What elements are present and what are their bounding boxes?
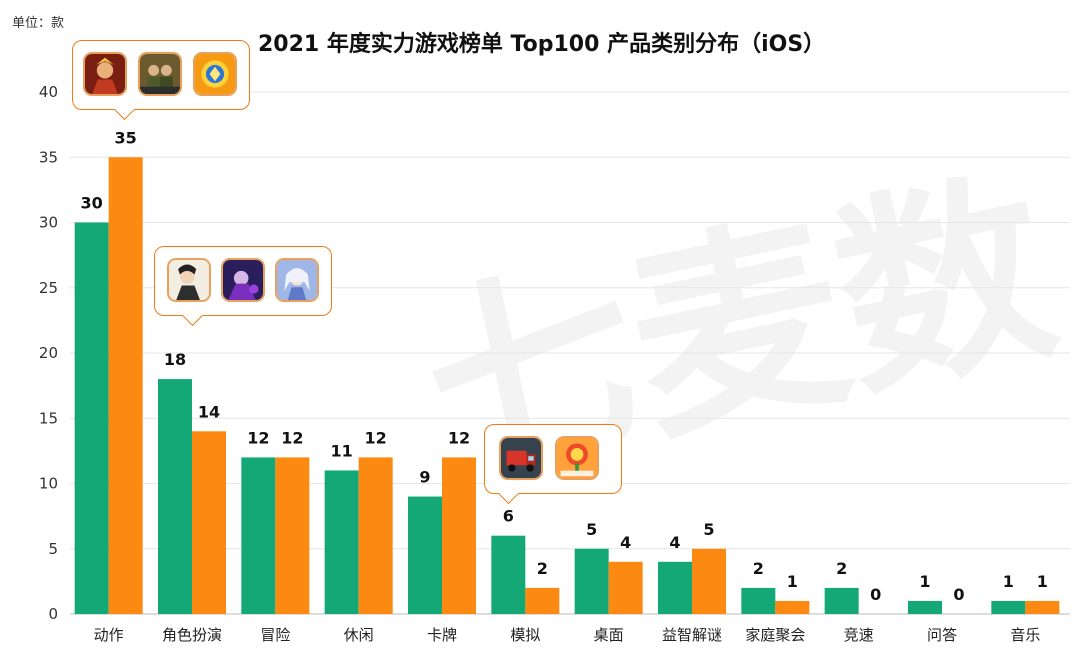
unit-label: 单位：款 (12, 16, 65, 31)
bar-series-1 (408, 496, 442, 614)
game-icon-silver-hair-heroine (275, 258, 319, 302)
callout-simulation-games (484, 424, 622, 505)
data-label: 4 (669, 533, 680, 552)
y-tick-label: 35 (39, 148, 58, 166)
data-label: 30 (81, 194, 103, 213)
bar-series-1 (741, 587, 776, 614)
data-label: 1 (1003, 572, 1014, 591)
data-label: 1 (1037, 572, 1048, 591)
bar-series-1 (74, 222, 109, 614)
data-label: 12 (281, 428, 303, 447)
data-label: 5 (586, 520, 597, 539)
data-label: 12 (365, 428, 387, 447)
data-label: 1 (919, 572, 930, 591)
y-tick-label: 10 (39, 475, 58, 493)
data-label: 14 (198, 402, 220, 421)
game-icon-flower-mascot (555, 436, 599, 480)
data-label: 2 (753, 559, 764, 578)
x-tick-label: 家庭聚会 (745, 626, 805, 644)
data-label: 18 (164, 350, 186, 369)
x-tick-label: 动作 (94, 626, 124, 644)
bar-series-2 (1025, 600, 1060, 614)
bar-series-2 (608, 561, 643, 614)
bar-series-1 (991, 600, 1026, 614)
y-tick-label: 15 (39, 409, 58, 427)
x-tick-label: 益智解谜 (662, 626, 722, 644)
game-icon-dream-gold (193, 52, 237, 96)
bar-series-2 (775, 600, 810, 614)
x-tick-label: 桌面 (594, 626, 624, 644)
x-tick-label: 竞速 (844, 626, 874, 644)
bar-series-2 (525, 587, 560, 614)
data-label: 4 (620, 533, 631, 552)
data-label: 35 (115, 128, 137, 147)
bar-series-2 (358, 457, 393, 614)
data-label: 9 (419, 468, 430, 487)
y-tick-label: 30 (39, 214, 58, 232)
callout-action-games (72, 40, 250, 121)
data-label: 5 (703, 520, 714, 539)
x-tick-label: 冒险 (260, 626, 290, 644)
x-tick-label: 模拟 (510, 626, 540, 644)
data-label: 6 (503, 507, 514, 526)
data-label: 12 (247, 428, 269, 447)
game-icon-hero-warrior (83, 52, 127, 96)
x-tick-label: 音乐 (1010, 626, 1040, 644)
bar-series-1 (908, 600, 942, 614)
data-label: 1 (787, 572, 798, 591)
game-icon-swordsman (167, 258, 211, 302)
game-icon-dark-mage-3d (221, 258, 265, 302)
x-tick-label: 休闲 (344, 626, 374, 644)
bar-series-2 (108, 157, 143, 614)
bar-series-2 (692, 548, 726, 614)
x-tick-label: 问答 (927, 626, 957, 644)
data-label: 0 (953, 585, 964, 604)
bar-series-1 (491, 535, 526, 614)
bar-series-2 (442, 457, 476, 614)
data-label: 11 (331, 441, 353, 460)
y-tick-label: 5 (48, 540, 58, 558)
bar-series-2 (275, 457, 310, 614)
y-tick-label: 40 (39, 83, 58, 101)
data-label: 2 (836, 559, 847, 578)
x-tick-label: 角色扮演 (162, 626, 222, 644)
callout-rpg-games (154, 246, 332, 327)
y-tick-label: 25 (39, 279, 58, 297)
chart-title: 2021 年度实力游戏榜单 Top100 产品类别分布（iOS） (258, 32, 826, 57)
y-tick-label: 20 (39, 344, 58, 362)
x-tick-label: 卡牌 (427, 626, 457, 644)
data-label: 12 (448, 428, 470, 447)
bar-series-1 (658, 561, 692, 614)
data-label: 2 (537, 559, 548, 578)
data-label: 0 (870, 585, 881, 604)
y-tick-label: 0 (48, 605, 58, 623)
bar-series-1 (324, 470, 359, 614)
bar-series-1 (158, 379, 192, 614)
game-icon-truck (499, 436, 543, 480)
bar-series-1 (824, 587, 859, 614)
bar-series-1 (241, 457, 276, 614)
bar-series-2 (192, 431, 226, 614)
bar-series-1 (574, 548, 609, 614)
game-icon-soldier-squad (138, 52, 182, 96)
